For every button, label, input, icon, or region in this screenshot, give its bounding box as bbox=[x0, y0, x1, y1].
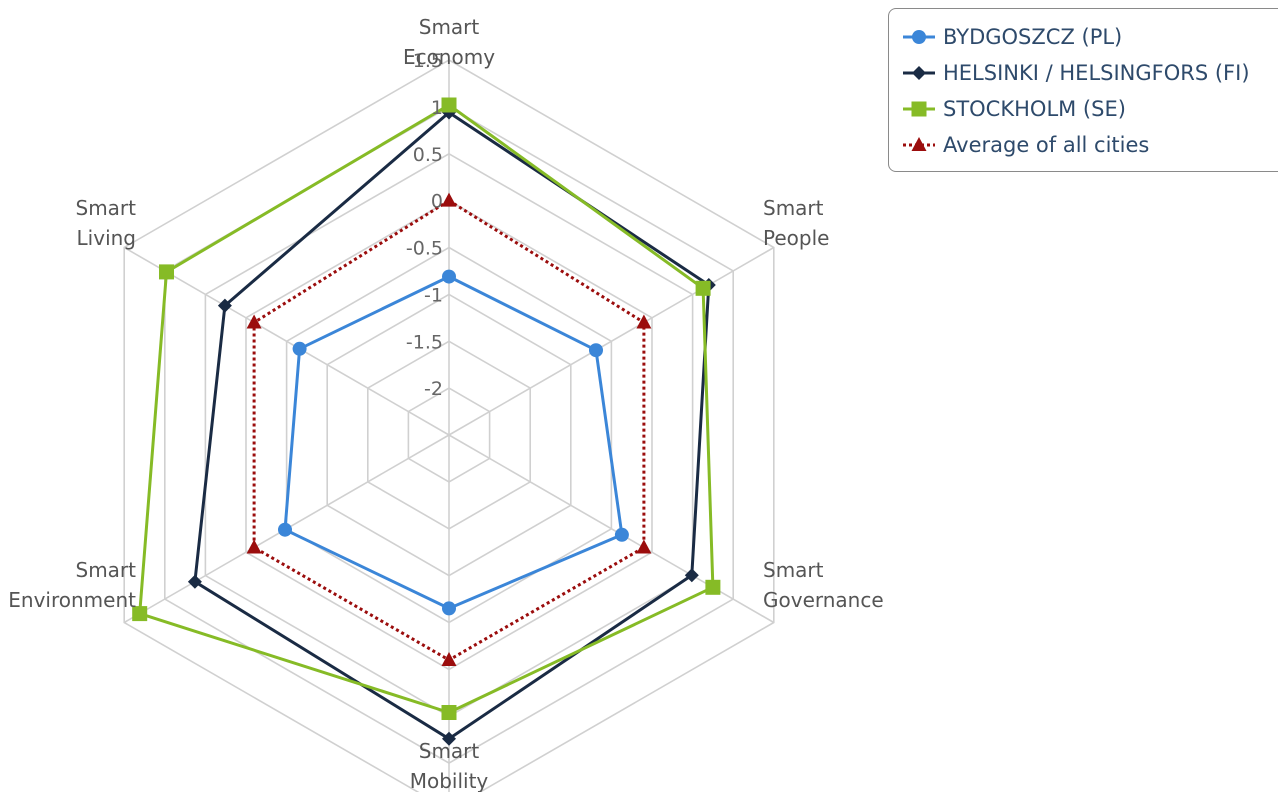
data-point[interactable] bbox=[442, 731, 456, 746]
tick-label: -1.5 bbox=[406, 331, 443, 353]
tick-label: 0 bbox=[431, 191, 443, 213]
legend-symbol-icon bbox=[903, 101, 935, 117]
series bbox=[278, 269, 629, 616]
data-point[interactable] bbox=[246, 539, 262, 554]
data-point[interactable] bbox=[278, 522, 292, 537]
legend-item[interactable]: HELSINKI / HELSINGFORS (FI) bbox=[901, 55, 1250, 91]
axis-label: Smart People bbox=[763, 196, 829, 250]
legend-item[interactable]: BYDGOSZCZ (PL) bbox=[901, 19, 1122, 55]
data-point[interactable] bbox=[441, 97, 457, 113]
grid-spoke bbox=[448, 246, 775, 436]
legend-symbol-icon bbox=[903, 30, 935, 44]
data-point[interactable] bbox=[442, 269, 456, 284]
series bbox=[132, 97, 721, 720]
legend-marker bbox=[911, 101, 927, 117]
legend-item[interactable]: Average of all cities bbox=[901, 127, 1149, 163]
legend-label: Average of all cities bbox=[943, 133, 1150, 157]
tick-label: 0.5 bbox=[413, 144, 443, 166]
axis-label: Smart Environment bbox=[8, 558, 136, 612]
data-point[interactable] bbox=[442, 601, 456, 616]
series-layer bbox=[132, 97, 721, 746]
data-point[interactable] bbox=[695, 280, 711, 296]
axis-label: Smart Mobility bbox=[410, 739, 489, 792]
series-line bbox=[138, 103, 715, 714]
data-point[interactable] bbox=[187, 574, 202, 589]
axis-label: Smart Governance bbox=[763, 558, 884, 612]
legend-symbol-icon bbox=[903, 137, 935, 151]
data-point[interactable] bbox=[292, 341, 307, 356]
series bbox=[246, 192, 652, 666]
data-point[interactable] bbox=[441, 652, 457, 666]
legend-item[interactable]: STOCKHOLM (SE) bbox=[901, 91, 1126, 127]
tick-label: -2 bbox=[424, 378, 443, 400]
data-point[interactable] bbox=[684, 568, 699, 583]
legend-label: HELSINKI / HELSINGFORS (FI) bbox=[943, 61, 1250, 85]
data-point[interactable] bbox=[705, 579, 721, 595]
grid-spoke bbox=[123, 246, 450, 436]
tick-label: 1.5 bbox=[413, 50, 443, 72]
legend-marker bbox=[912, 66, 926, 80]
data-point[interactable] bbox=[159, 264, 174, 280]
legend-label: BYDGOSZCZ (PL) bbox=[943, 25, 1123, 49]
data-point[interactable] bbox=[636, 314, 652, 329]
tick-label: 1 bbox=[431, 97, 443, 119]
radar-grid bbox=[123, 59, 775, 792]
tick-label: -0.5 bbox=[406, 238, 443, 260]
legend: BYDGOSZCZ (PL) HELSINKI / HELSINGFORS (FI… bbox=[888, 8, 1278, 172]
data-point[interactable] bbox=[441, 192, 457, 207]
tick-label: -1 bbox=[424, 284, 443, 306]
axis-label: Smart Economy bbox=[403, 15, 495, 69]
data-point[interactable] bbox=[246, 314, 262, 329]
data-point[interactable] bbox=[589, 343, 603, 358]
legend-marker bbox=[912, 30, 926, 44]
axis-label: Smart Living bbox=[76, 196, 137, 250]
legend-marker bbox=[911, 137, 927, 151]
data-point[interactable] bbox=[217, 298, 232, 313]
legend-label: STOCKHOLM (SE) bbox=[943, 97, 1126, 121]
data-point[interactable] bbox=[441, 705, 457, 720]
data-point[interactable] bbox=[132, 606, 148, 622]
data-point[interactable] bbox=[614, 527, 629, 542]
data-point[interactable] bbox=[636, 539, 652, 554]
legend-symbol-icon bbox=[903, 66, 935, 80]
